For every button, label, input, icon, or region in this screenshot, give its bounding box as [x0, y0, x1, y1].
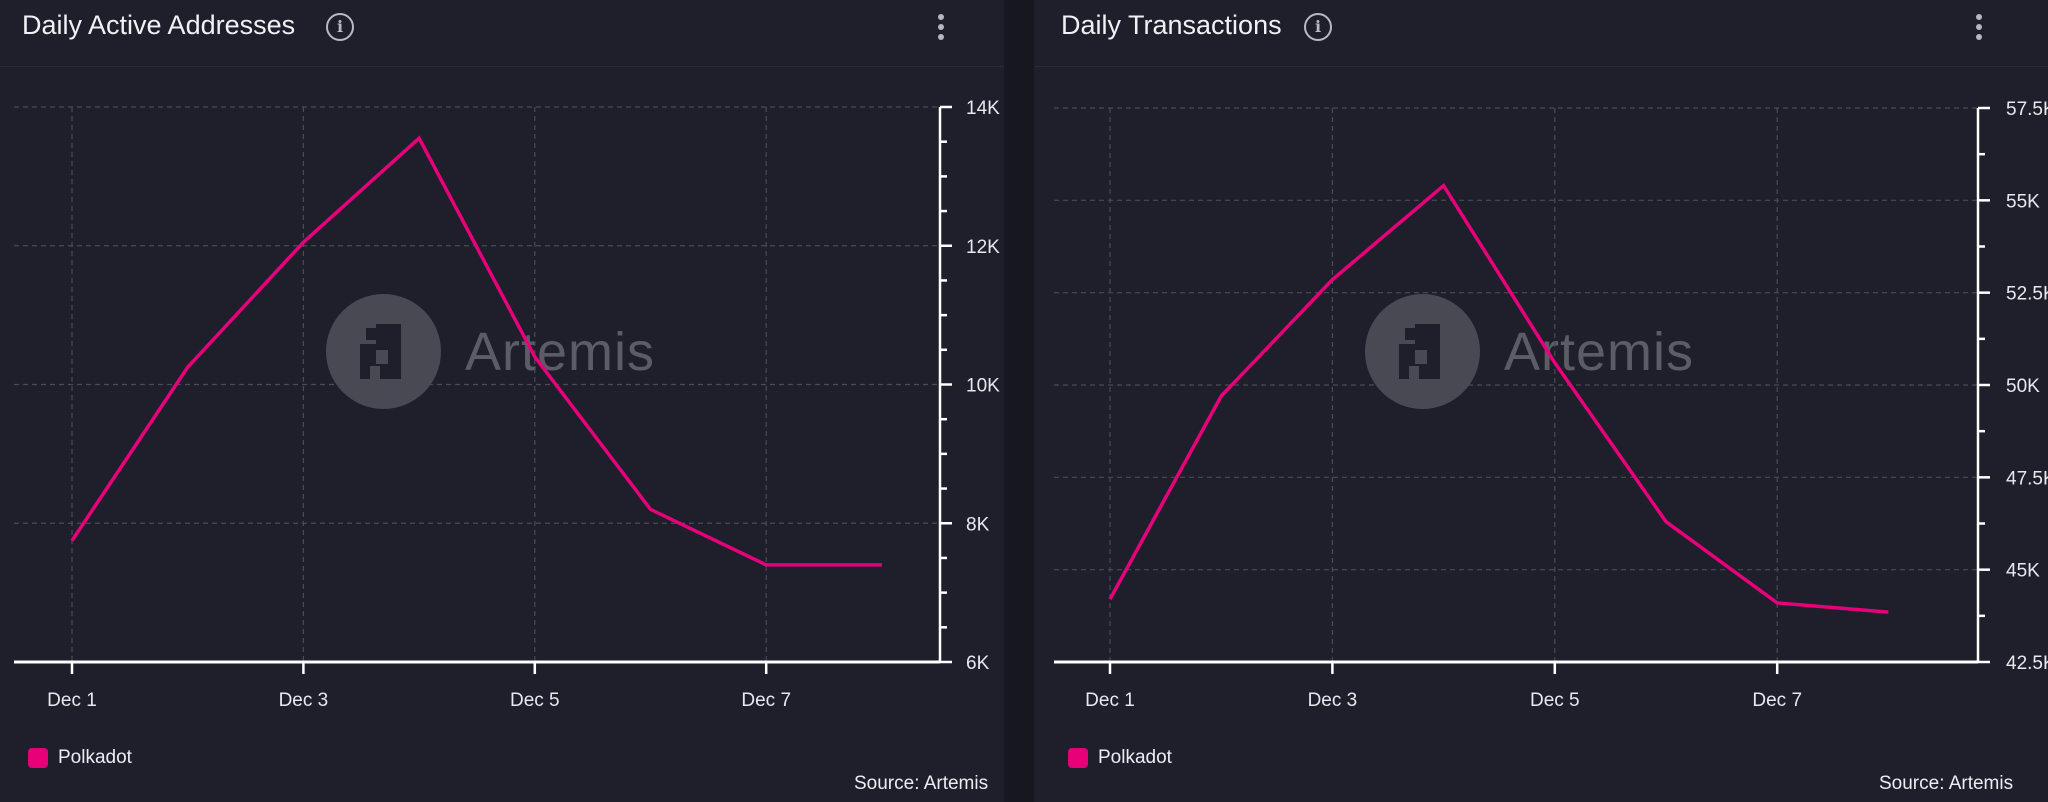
legend-item[interactable]: Polkadot	[1068, 747, 1172, 769]
chart-panel-active-addresses: Daily Active Addresses i Artemis 6K 8K 10K…	[0, 0, 1004, 802]
x-tick-label: Dec 5	[510, 690, 560, 711]
chart-title: Daily Transactions	[1061, 10, 1282, 40]
source-label: Source: Artemis	[1879, 773, 2014, 794]
legend-label: Polkadot	[1098, 747, 1172, 768]
watermark: Artemis	[326, 294, 655, 409]
legend-item[interactable]: Polkadot	[28, 747, 132, 769]
series-line-polkadot	[70, 135, 882, 567]
line-chart-transactions: 42.5K 45K 47.5K 50K 52.5K 55K 57.5K Dec 1 Dec 3 D…	[1054, 99, 2048, 711]
artemis-logo-icon	[326, 294, 441, 409]
y-tick-label: 8K	[966, 514, 990, 535]
legend-swatch	[28, 748, 48, 768]
panel-header: Daily Transactions i	[1034, 0, 2048, 67]
y-tick-label: 55K	[2006, 191, 2040, 212]
x-tick-label: Dec 3	[279, 690, 329, 711]
y-tick-label: 42.5K	[2006, 653, 2048, 674]
y-tick-label: 12K	[966, 237, 1000, 258]
y-tick-label: 50K	[2006, 376, 2040, 397]
source-label: Source: Artemis	[854, 773, 989, 794]
watermark-text: Artemis	[465, 321, 656, 382]
x-tick-label: Dec 7	[1752, 690, 1802, 711]
info-icon[interactable]: i	[326, 13, 354, 41]
legend-label: Polkadot	[58, 747, 132, 768]
x-tick-label: Dec 1	[47, 690, 97, 711]
x-tick-label: Dec 3	[1308, 690, 1358, 711]
y-tick-label: 45K	[2006, 561, 2040, 582]
more-options-icon[interactable]	[1972, 14, 1986, 44]
y-tick-label: 6K	[966, 653, 990, 674]
line-chart-active-addresses: 6K 8K 10K 12K 14K Dec 1 Dec 3 Dec 5 Dec 7	[14, 98, 1000, 711]
y-tick-label: 47.5K	[2006, 468, 2048, 489]
series-line-polkadot	[1108, 182, 1889, 614]
y-tick-label: 10K	[966, 376, 1000, 397]
more-options-icon[interactable]	[934, 14, 948, 44]
y-tick-label: 57.5K	[2006, 99, 2048, 120]
panel-divider	[1004, 0, 1034, 802]
panel-header: Daily Active Addresses i	[0, 0, 1004, 67]
info-icon[interactable]: i	[1304, 13, 1332, 41]
x-tick-label: Dec 1	[1085, 690, 1135, 711]
y-tick-label: 52.5K	[2006, 284, 2048, 305]
x-tick-label: Dec 5	[1530, 690, 1580, 711]
legend-swatch	[1068, 748, 1088, 768]
x-tick-label: Dec 7	[741, 690, 791, 711]
y-tick-label: 14K	[966, 98, 1000, 119]
chart-title: Daily Active Addresses	[22, 10, 296, 40]
chart-panel-transactions: Daily Transactions i Artemis 42.5K45K47.…	[1034, 0, 2048, 802]
artemis-logo-icon	[1365, 294, 1480, 409]
